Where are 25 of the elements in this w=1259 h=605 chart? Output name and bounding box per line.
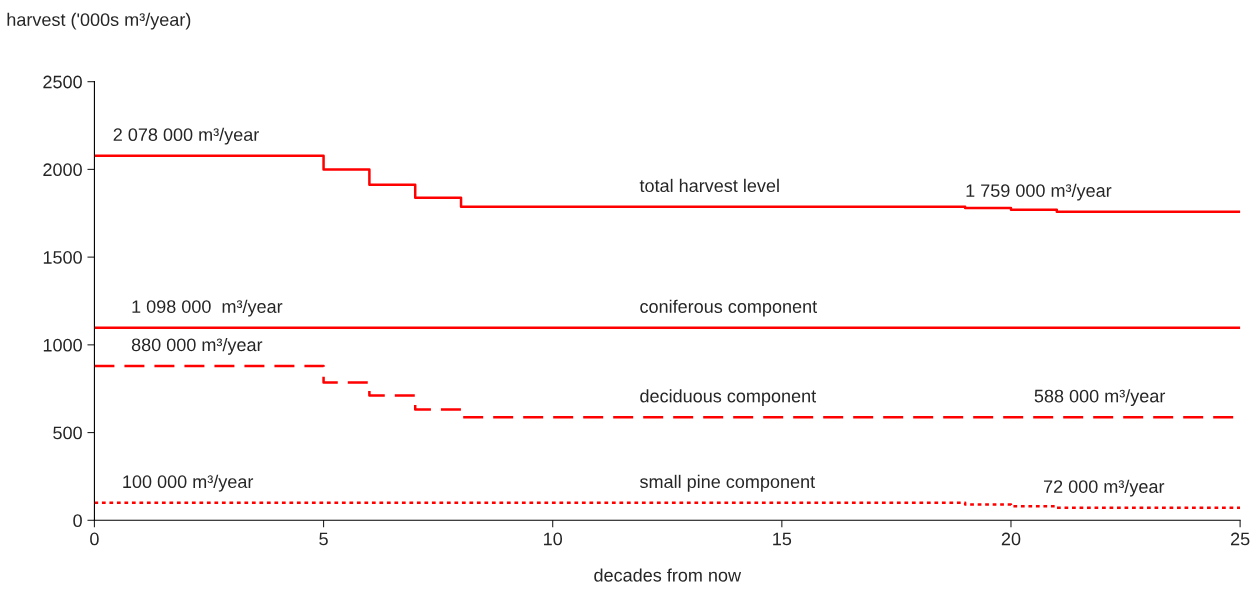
series-label: small pine component: [639, 474, 815, 492]
annotation: 100 000 m³/year: [123, 474, 254, 492]
x-tick-label: 20: [1001, 532, 1021, 546]
y-tick-label: 1000: [43, 338, 82, 352]
x-tick-label: 25: [1230, 532, 1250, 546]
x-tick-label: 0: [90, 532, 99, 546]
series-label: coniferous component: [640, 299, 818, 317]
y-tick-label: 1500: [43, 251, 82, 264]
series-label: total harvest level: [639, 178, 779, 193]
annotation: 588 000 m³/year: [1034, 389, 1166, 407]
annotation: 72 000 m³/year: [1043, 479, 1165, 497]
x-tick-label: 15: [773, 532, 792, 546]
series-label: deciduous component: [640, 389, 817, 407]
y-tick-label: 2500: [43, 75, 82, 89]
y-tick-label: 2000: [43, 163, 82, 177]
annotation: 1 098 000 m³/year: [132, 299, 283, 317]
x-axis-title: decades from now: [594, 568, 742, 582]
annotation: 2 078 000 m³/year: [113, 127, 259, 145]
y-axis-title: harvest ('000s m³/year): [7, 12, 191, 30]
annotation: 1 759 000 m³/year: [966, 183, 1112, 201]
y-tick-label: 0: [73, 514, 82, 528]
annotation: 880 000 m³/year: [131, 337, 263, 355]
y-tick-label: 500: [53, 426, 82, 440]
x-tick-label: 10: [544, 532, 563, 546]
x-tick-label: 5: [319, 532, 328, 546]
